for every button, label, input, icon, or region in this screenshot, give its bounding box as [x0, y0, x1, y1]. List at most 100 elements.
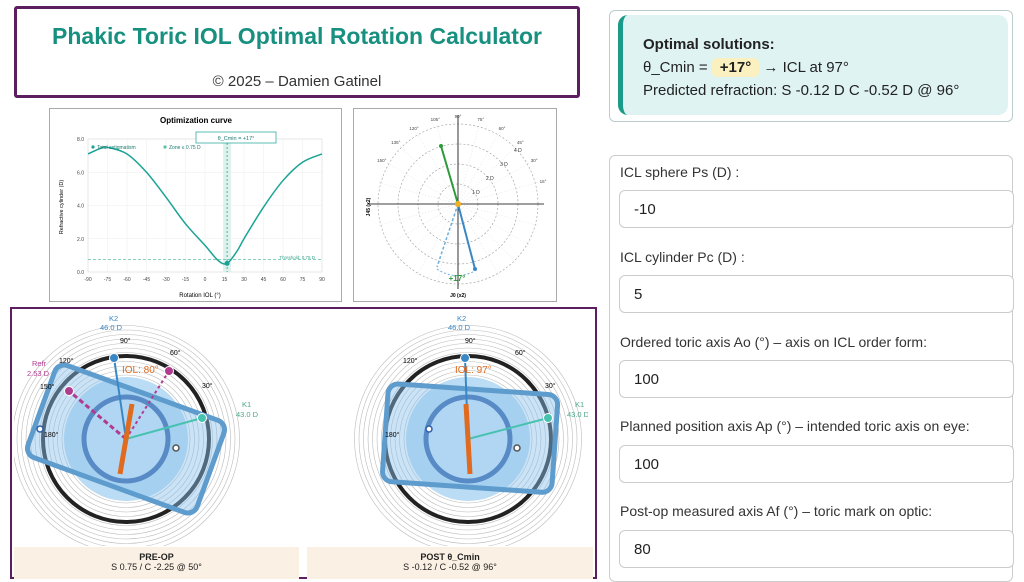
k2-value-postop: 46.0 D	[448, 323, 471, 332]
planned-axis-input[interactable]: 100	[619, 445, 1014, 483]
x-tick-label: 60	[280, 277, 286, 283]
x-tick-label: -75	[104, 277, 111, 283]
sphere-label: ICL sphere Ps (D) :	[620, 164, 740, 180]
x-tick-label: -90	[84, 277, 91, 283]
iol-axis-postop	[463, 403, 473, 475]
legend-zone-label: Zone ≤ 0.75 D	[169, 145, 201, 151]
postop-axis-label: Post-op measured axis Af (°) – toric mar…	[620, 503, 933, 519]
angle-90-preop: 90°	[120, 337, 131, 345]
ring-label: 2 D	[486, 176, 494, 182]
optimum-point	[224, 260, 230, 266]
polar-ylabel: J45 (x2)	[366, 197, 372, 216]
angle-180-postop: 180°	[385, 431, 400, 439]
x-tick-label: 0	[204, 277, 207, 283]
angle-120-postop: 120°	[403, 357, 418, 365]
x-tick-label: 75	[300, 277, 306, 283]
k1-value-postop: 43.0 D	[567, 410, 588, 419]
k1-axis	[467, 417, 549, 440]
k1-label-preop: K1	[242, 400, 251, 409]
x-tick-label: 15	[222, 277, 228, 283]
x-tick-label: -45	[143, 277, 150, 283]
angle-180-preop: 180°	[44, 431, 59, 439]
angle-label: 120°	[409, 126, 419, 131]
ordered-axis-label: Ordered toric axis Ao (°) – axis on ICL …	[620, 334, 927, 350]
postop-axis-input[interactable]: 80	[619, 530, 1014, 568]
solutions-callout: Optimal solutions: θ_Cmin = +17° → ICL a…	[618, 15, 1008, 115]
y-tick-label: 0.0	[77, 270, 84, 276]
x-tick-label: -60	[123, 277, 130, 283]
optimization-chart-y-axis-title: Refractive cylinder (D)	[59, 180, 65, 235]
y-tick-label: 4.0	[77, 204, 84, 210]
icl-vector	[457, 203, 476, 270]
polar-xlabel: J0 (x2)	[450, 293, 466, 299]
cylinder-label: ICL cylinder Pc (D) :	[620, 249, 745, 265]
icl-position-text: → ICL at 97°	[763, 59, 849, 76]
angle-label: 45°	[517, 140, 524, 145]
angle-30-preop: 30°	[202, 382, 213, 390]
refr-label-preop: Refr	[32, 359, 47, 368]
angle-30-postop: 30°	[545, 382, 556, 390]
iol-label-preop: IOL: 80°	[122, 365, 159, 376]
title-panel: Phakic Toric IOL Optimal Rotation Calcul…	[14, 6, 580, 98]
k1-axis	[125, 417, 203, 440]
marker-label: θ_Cmin = +17°	[218, 136, 255, 142]
angle-60-preop: 60°	[170, 349, 181, 357]
x-tick-label: -30	[162, 277, 169, 283]
copyright-text: © 2025 – Damien Gatinel	[212, 73, 382, 90]
angle-60-postop: 60°	[515, 349, 526, 357]
postop-diagram: IOL: 97° K2 46.0 D K1 43.0 D 90° 120° 60…	[354, 314, 588, 546]
refr-value-preop: 2.53 D	[27, 369, 50, 378]
legend-total-label: Total astigmatism	[97, 145, 136, 151]
k2-label-postop: K2	[457, 314, 466, 323]
postop-caption-title: POST θ_Cmin	[420, 552, 480, 562]
angle-label: 150°	[377, 158, 387, 163]
threshold-label: Threshold: 0.75 D	[279, 255, 316, 260]
refraction-axis	[68, 389, 127, 441]
x-tick-label: 90	[319, 277, 325, 283]
input-form: ICL sphere Ps (D) : -10 ICL cylinder Pc …	[609, 155, 1014, 582]
angle-label: 30°	[531, 158, 538, 163]
k1-label-postop: K1	[575, 400, 584, 409]
angle-label: 15°	[540, 179, 547, 184]
ordered-axis-input[interactable]: 100	[619, 360, 1014, 398]
postop-caption-values: S -0.12 / C -0.52 @ 96°	[403, 562, 497, 572]
angle-120-preop: 120°	[59, 357, 74, 365]
ring-label: 1 D	[472, 190, 480, 196]
angle-150-preop: 150°	[40, 383, 55, 391]
theta-value-badge: +17°	[711, 58, 760, 77]
preop-caption-title: PRE-OP	[139, 552, 174, 562]
total-astigmatism-line	[87, 146, 323, 265]
planned-axis-label: Planned position axis Ap (°) – intended …	[620, 418, 970, 434]
preop-caption: PRE-OP S 0.75 / C -2.25 @ 50°	[14, 547, 299, 579]
k2-label-preop: K2	[109, 314, 118, 323]
rotation-result-label: +17°	[449, 274, 466, 283]
angle-label: 60°	[499, 126, 506, 131]
solutions-panel: Optimal solutions: θ_Cmin = +17° → ICL a…	[609, 10, 1013, 122]
optimization-chart-title: Optimization curve	[160, 116, 233, 125]
preop-vector	[440, 145, 459, 205]
iol-label-postop: IOL: 97°	[455, 365, 492, 376]
x-tick-label: 45	[261, 277, 267, 283]
legend-zone-icon	[163, 145, 167, 149]
angle-90-postop: 90°	[465, 337, 476, 345]
optimal-zone-band	[223, 139, 232, 272]
angle-label: 75°	[477, 117, 484, 122]
angle-label: 105°	[431, 117, 441, 122]
angle-label: 135°	[391, 140, 401, 145]
rotated-icl-vector	[436, 203, 459, 268]
optimization-chart-panel: Optimization curve Refractive cylinder (…	[49, 108, 342, 302]
iol-axis-preop	[117, 403, 135, 475]
limbus-ring	[41, 354, 211, 524]
cylinder-input[interactable]: 5	[619, 275, 1014, 313]
theta-label: θ_Cmin =	[643, 59, 708, 76]
optimization-chart: Optimization curve Refractive cylinder (…	[59, 116, 325, 299]
predicted-refraction: Predicted refraction: S -0.12 D C -0.52 …	[643, 82, 960, 99]
sphere-input[interactable]: -10	[619, 190, 1014, 228]
solutions-heading: Optimal solutions:	[643, 36, 775, 53]
y-tick-label: 8.0	[77, 137, 84, 143]
y-tick-label: 6.0	[77, 170, 84, 176]
preop-diagram: IOL: 80° K2 46.0 D K1 43.0 D Refr 2.53 D…	[14, 314, 259, 546]
legend-total-icon	[91, 145, 95, 149]
ring-label: 4 D	[514, 148, 522, 154]
polar-plot: 1 D2 D3 D4 D60°75°90°105°120°135°150°45°…	[366, 114, 547, 299]
